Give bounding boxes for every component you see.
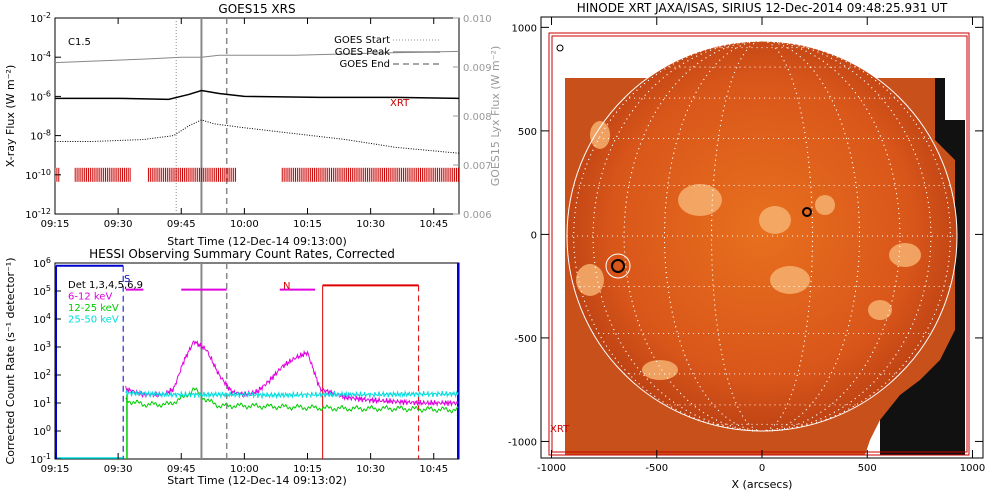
xrt-title: HINODE XRT JAXA/ISAS, SIRIUS 12-Dec-2014… [577,1,948,15]
hessi-n-label: N [283,281,290,292]
hessi-plot-frame [54,262,460,460]
xrt-xtick-label: 1000 [960,463,985,474]
goes-series-short [55,119,459,154]
xrt-ytick-label: 500 [518,127,537,138]
goes-y2tick-label: 0.009 [463,63,492,74]
hessi-title: HESSI Observing Summary Count Rates, Cor… [89,247,395,261]
hessi-ytick-label: 105 [33,284,51,298]
goes-ylabel-right: GOES15 Lyx Flux (W m⁻²) [489,46,502,187]
goes-xtick-label: 09:30 [104,219,133,230]
goes-xlabel: Start Time (12-Dec-14 09:13:00) [167,235,347,248]
xrt-fov-label: XRT [550,424,570,435]
hessi-series-12-25-keV [125,387,459,414]
hessi-ytick-label: 106 [33,256,51,270]
goes-xtick-label: 10:30 [356,219,385,230]
active-region-blob [868,300,892,320]
hessi-xtick-label: 09:30 [104,464,133,475]
goes-series-lyx [55,50,459,64]
xrt-xtick-label: -1000 [537,463,566,474]
xrt-fov-box-outer [548,32,970,456]
goes-y2tick-label: 0.007 [463,161,492,172]
goes-xtick-label: 10:00 [230,219,259,230]
hessi-legend-label: 25-50 keV [68,315,119,326]
corner-marker [556,44,564,52]
xrt-xtick-label: 500 [858,463,877,474]
hessi-xlabel: Start Time (12-Dec-14 09:13:02) [167,474,347,487]
hessi-ytick-label: 10-1 [30,452,51,466]
xrt-xlabel: X (arcsecs) [732,478,793,491]
xrt-ytick-label: -1000 [508,437,537,448]
active-regions [576,121,921,380]
active-region-blob [815,195,835,215]
longitude-line [711,40,813,432]
goes-xtick-label: 10:45 [419,219,448,230]
hessi-xtick-label: 09:45 [167,464,196,475]
limb-circle [566,40,958,432]
goes-ylabel: X-ray Flux (W m⁻²) [4,65,17,167]
goes-plot-frame [54,17,460,215]
hessi-legend-label: 12-25 keV [68,303,119,314]
active-region-blob [642,360,678,380]
hessi-xtick-label: 09:15 [41,464,70,475]
hessi-xtick-label: 10:15 [293,464,322,475]
hessi-ytick-label: 102 [33,368,51,382]
goes-legend-label: GOES Peak [335,47,390,58]
flare-marker-inner [611,259,625,273]
goes-y2tick-label: 0.006 [463,210,492,221]
goes-ytick-label: 10-10 [25,168,51,182]
xrt-ytick-label: -500 [514,334,537,345]
hessi-panel: HESSI Observing Summary Count Rates, Cor… [4,247,460,487]
goes-legend-label: GOES Start [334,35,390,46]
goes-ytick-label: 10-8 [30,129,51,143]
goes-ytick-label: 10-4 [30,50,51,64]
goes-y2tick-label: 0.010 [463,14,492,25]
hessi-ytick-label: 101 [33,396,51,410]
longitude-line [664,40,860,432]
hessi-ytick-label: 100 [33,424,51,438]
xrt-xtick-label: -500 [645,463,668,474]
hessi-xtick-label: 10:30 [356,464,385,475]
xrt-image-panel: HINODE XRT JAXA/ISAS, SIRIUS 12-Dec-2014… [508,1,985,491]
goes-panel: GOES15 XRS 09:15 09:30 09:45 10:00 10:15 10:3… [4,2,502,248]
hessi-legend-label: Det 1,3,4,5,6,9 [68,280,143,291]
flare-marker-outer [605,253,631,279]
active-region-blob [576,264,604,296]
active-region-blob [889,243,921,267]
ar-marker [802,207,812,217]
goes-xtick-label: 09:45 [167,219,196,230]
goes-xtick-label: 10:15 [293,219,322,230]
goes-series-long [55,89,459,101]
active-region-blob [590,121,610,149]
goes-title: GOES15 XRS [218,2,295,16]
hessi-s-label: S [124,274,130,285]
hessi-xtick-label: 10:00 [230,464,259,475]
xrt-ytick-label: 1000 [512,23,537,34]
goes-ytick-label: 10-12 [25,207,51,221]
hessi-legend-label: 6-12 keV [68,292,112,303]
goes-class-label: C1.5 [68,37,91,48]
hessi-series-6-12-keV [125,340,459,408]
xrt-fov-box-inner [551,35,968,453]
hessi-ytick-label: 103 [33,340,51,354]
goes-legend-label: GOES End [340,59,390,70]
goes-xtick-label: 09:15 [41,219,70,230]
active-region-blob [759,206,791,234]
hessi-series-25-50-keV [125,389,459,400]
xrt-ytick-label: 0 [531,230,537,241]
goes-y2tick-label: 0.008 [463,112,492,123]
hessi-ylabel: Corrected Count Rate (s⁻¹ detector⁻¹) [4,258,17,465]
goes-xrt-label: XRT [390,98,410,109]
xrt-xtick-label: 0 [759,463,765,474]
goes-ytick-label: 10-2 [30,11,51,25]
hessi-xtick-label: 10:45 [419,464,448,475]
active-region-blob [678,184,722,216]
active-region-blob [770,266,810,294]
hessi-ytick-label: 104 [33,312,51,326]
goes-ytick-label: 10-6 [30,89,51,103]
